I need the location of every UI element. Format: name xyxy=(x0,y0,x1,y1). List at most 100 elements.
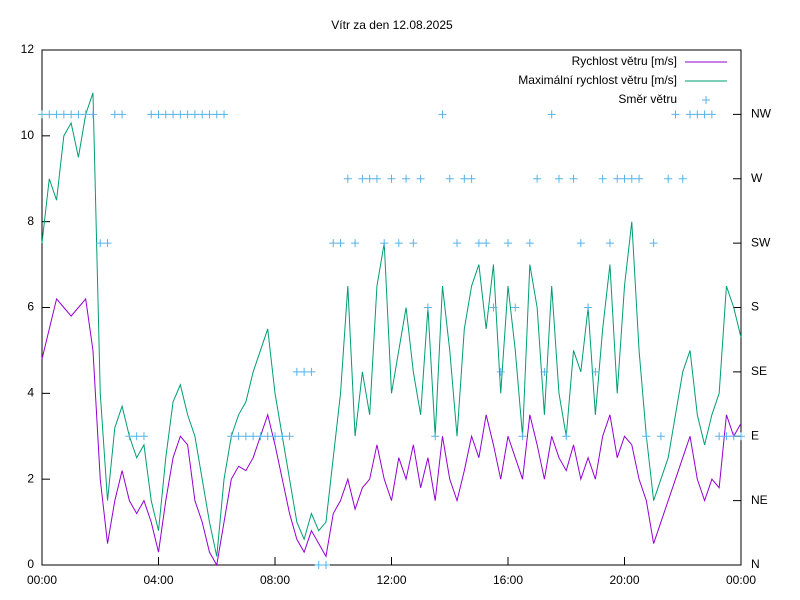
direction-point xyxy=(402,174,411,183)
direction-point xyxy=(525,239,534,248)
direction-point xyxy=(365,174,374,183)
direction-point xyxy=(285,432,294,441)
legend-label: Směr větru xyxy=(618,92,677,106)
y2-tick-label: W xyxy=(751,171,763,185)
direction-point xyxy=(576,239,585,248)
direction-point xyxy=(67,110,76,119)
direction-point xyxy=(664,174,673,183)
direction-point xyxy=(605,239,614,248)
direction-point xyxy=(380,239,389,248)
y2-tick-label: NW xyxy=(751,107,772,121)
direction-point xyxy=(307,367,316,376)
direction-point xyxy=(52,110,61,119)
direction-point xyxy=(613,174,622,183)
direction-point xyxy=(96,239,105,248)
direction-point xyxy=(372,174,381,183)
direction-point xyxy=(700,110,709,119)
direction-point xyxy=(562,432,571,441)
y2-tick-label: SW xyxy=(751,235,771,249)
direction-point xyxy=(59,110,68,119)
direction-point xyxy=(438,110,447,119)
direction-point xyxy=(227,432,236,441)
direction-point xyxy=(125,432,134,441)
direction-point xyxy=(88,110,97,119)
direction-point xyxy=(547,110,556,119)
direction-point xyxy=(511,303,520,312)
x-tick-label: 16:00 xyxy=(493,573,523,587)
direction-point xyxy=(584,303,593,312)
direction-point xyxy=(693,110,702,119)
y-tick-label: 0 xyxy=(27,557,34,571)
direction-point xyxy=(474,239,483,248)
direction-point xyxy=(729,432,738,441)
direction-point xyxy=(176,110,185,119)
y-tick-label: 12 xyxy=(21,42,35,56)
direction-point xyxy=(715,432,724,441)
direction-point xyxy=(540,367,549,376)
direction-point xyxy=(678,174,687,183)
direction-point xyxy=(489,303,498,312)
legend-label: Rychlost větru [m/s] xyxy=(572,54,677,68)
direction-point xyxy=(423,303,432,312)
direction-point xyxy=(256,432,265,441)
direction-point xyxy=(314,561,323,569)
direction-point xyxy=(154,110,163,119)
direction-point xyxy=(642,432,651,441)
x-tick-label: 00:00 xyxy=(27,573,57,587)
direction-point xyxy=(292,367,301,376)
direction-point xyxy=(161,110,170,119)
direction-point xyxy=(656,432,665,441)
direction-point xyxy=(482,239,491,248)
direction-point xyxy=(598,174,607,183)
direction-point xyxy=(554,174,563,183)
direction-point xyxy=(686,110,695,119)
direction-point xyxy=(74,110,83,119)
direction-point xyxy=(722,432,731,441)
direction-point xyxy=(45,110,54,119)
direction-point xyxy=(336,239,345,248)
direction-point xyxy=(205,110,214,119)
line-series xyxy=(41,92,742,557)
direction-point xyxy=(169,110,178,119)
y-tick-label: 6 xyxy=(27,300,34,314)
direction-point xyxy=(300,367,309,376)
direction-point xyxy=(212,110,221,119)
direction-point xyxy=(533,174,542,183)
direction-point xyxy=(737,432,745,441)
y-tick-label: 2 xyxy=(27,471,34,485)
direction-point xyxy=(139,432,148,441)
direction-point xyxy=(620,174,629,183)
direction-point xyxy=(460,174,469,183)
y2-tick-label: N xyxy=(751,557,760,571)
direction-point xyxy=(329,239,338,248)
legend-label: Maximální rychlost větru [m/s] xyxy=(518,73,677,87)
direction-point xyxy=(671,110,680,119)
direction-point xyxy=(321,561,330,569)
direction-point xyxy=(263,432,272,441)
direction-point xyxy=(431,432,440,441)
direction-point xyxy=(234,432,243,441)
direction-point xyxy=(649,239,658,248)
direction-point xyxy=(387,174,396,183)
direction-point xyxy=(38,110,46,119)
direction-point xyxy=(198,110,207,119)
x-tick-label: 12:00 xyxy=(376,573,406,587)
direction-point xyxy=(416,174,425,183)
direction-point xyxy=(271,432,279,441)
direction-point xyxy=(467,174,476,183)
direction-point xyxy=(445,174,454,183)
direction-point xyxy=(110,110,119,119)
direction-point xyxy=(278,432,287,441)
x-tick-label: 00:00 xyxy=(726,573,756,587)
direction-point xyxy=(190,110,199,119)
y2-tick-label: SE xyxy=(751,364,767,378)
direction-point xyxy=(183,110,192,119)
direction-point xyxy=(220,110,229,119)
direction-point xyxy=(394,239,403,248)
direction-point xyxy=(103,239,112,248)
direction-point xyxy=(504,239,512,248)
y2-tick-label: E xyxy=(751,428,759,442)
line-series xyxy=(41,297,742,567)
